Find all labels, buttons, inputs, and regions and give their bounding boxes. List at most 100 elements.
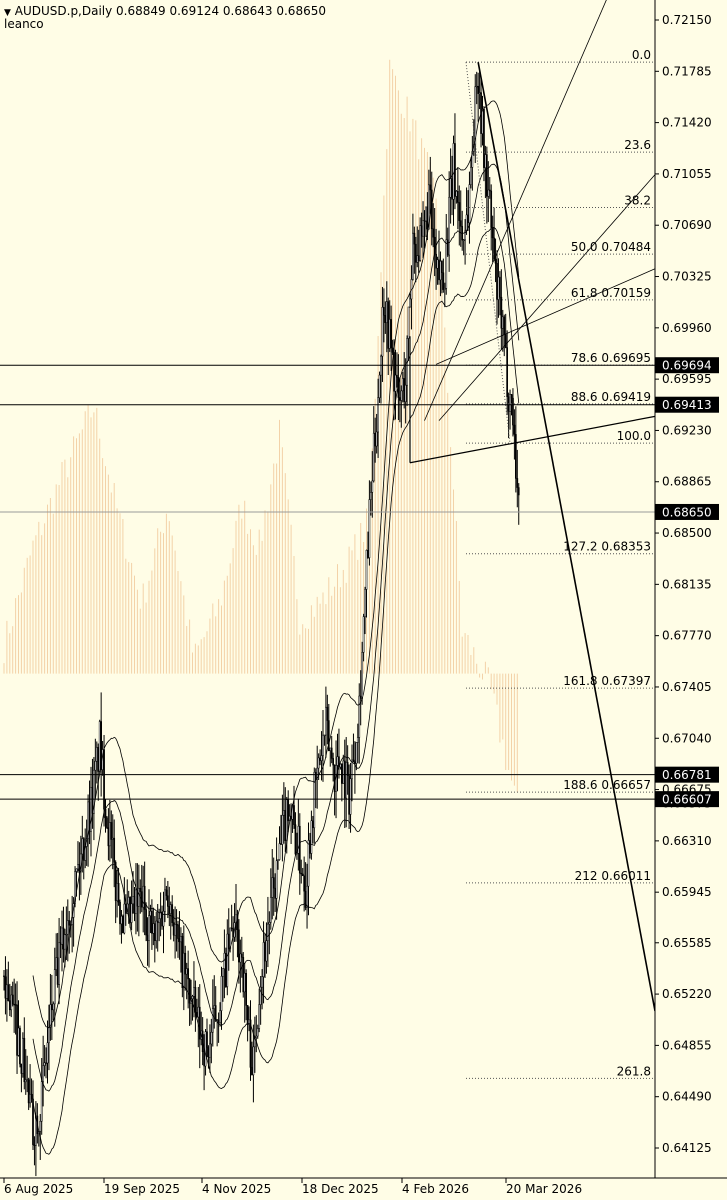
candle-body xyxy=(98,721,101,772)
date-tick-label: 18 Dec 2025 xyxy=(302,1182,379,1196)
candle-body xyxy=(345,762,348,799)
candle-body xyxy=(248,1019,250,1025)
upper-band-line xyxy=(32,100,520,1029)
candle-body xyxy=(180,935,182,943)
candle-body xyxy=(214,1005,217,1021)
candle-body xyxy=(343,760,346,799)
candle-body xyxy=(59,942,62,945)
candle-body xyxy=(130,903,133,923)
candle-body xyxy=(404,384,407,402)
triangle-down-icon[interactable]: ▼ xyxy=(4,8,11,18)
candle-body xyxy=(422,220,424,237)
candle-body xyxy=(365,549,368,590)
candle-body xyxy=(198,1006,201,1040)
candle-body xyxy=(267,923,269,941)
candle-body xyxy=(133,895,136,914)
horizontal-levels[interactable] xyxy=(0,364,655,800)
candle-body xyxy=(32,1098,34,1145)
candle-body xyxy=(8,1000,11,1011)
price-tick-label: 0.64490 xyxy=(662,1090,712,1104)
candle-body xyxy=(515,434,517,479)
candle-body xyxy=(175,924,178,926)
candle-body xyxy=(383,307,385,316)
candle-body xyxy=(181,935,184,988)
candle-body xyxy=(428,184,430,230)
candle-body xyxy=(377,397,379,433)
candle-body xyxy=(439,261,442,281)
candle-body xyxy=(297,825,300,854)
candle-body xyxy=(467,214,469,224)
candle-body xyxy=(220,976,223,1011)
candle-body xyxy=(206,1031,208,1048)
candle-body xyxy=(512,397,514,426)
candle-body xyxy=(455,191,458,197)
time-axis[interactable]: 6 Aug 2025 19 Sep 2025 4 Nov 2025 18 Dec 20… xyxy=(3,1178,582,1196)
candle-body xyxy=(135,889,137,914)
candle-body xyxy=(414,243,417,263)
candle-body xyxy=(213,1005,216,1009)
candle-body xyxy=(487,189,490,197)
candle-body xyxy=(16,1004,18,1056)
candle-body xyxy=(191,996,194,999)
candle-body xyxy=(22,1037,24,1074)
candle-body xyxy=(359,695,362,699)
candle-body xyxy=(419,225,421,261)
candle-body xyxy=(449,178,452,198)
candle-body xyxy=(349,778,352,815)
candle-body xyxy=(97,747,100,772)
candle-body xyxy=(287,799,290,822)
candle-body xyxy=(293,805,295,825)
candle-body xyxy=(426,206,429,230)
candle-body xyxy=(474,86,477,145)
candle-body xyxy=(312,820,314,829)
candle-body xyxy=(109,822,111,847)
candle-body xyxy=(100,721,103,770)
date-tick-label: 6 Aug 2025 xyxy=(4,1182,73,1196)
candle-body xyxy=(358,695,361,738)
candle-body xyxy=(262,942,265,977)
candle-body xyxy=(364,589,366,617)
candle-body xyxy=(246,1005,249,1025)
candle-body xyxy=(146,934,149,941)
candle-body xyxy=(269,897,272,923)
candle-body xyxy=(490,190,493,228)
candle-body xyxy=(217,1019,220,1023)
candle-body xyxy=(13,1003,16,1006)
candle-body xyxy=(159,911,162,919)
candle-body xyxy=(378,374,381,398)
candle-body xyxy=(252,1046,255,1076)
candle-body xyxy=(339,763,342,768)
candle-body xyxy=(66,920,69,935)
candle-body xyxy=(320,755,323,761)
candle-body xyxy=(341,763,343,784)
candle-body xyxy=(309,840,311,854)
candle-body xyxy=(226,933,229,987)
candle-body xyxy=(177,924,179,939)
candle-body xyxy=(280,843,282,845)
candle-body xyxy=(162,911,165,927)
fib-level-label: 188.6 0.66657 xyxy=(563,778,651,792)
candle-body xyxy=(298,825,301,874)
candle-body xyxy=(351,759,353,780)
fib-level-label: 212 0.66011 xyxy=(575,869,651,883)
candle-body xyxy=(33,1144,36,1146)
candle-body xyxy=(494,258,497,264)
candle-body xyxy=(387,301,390,349)
candle-body xyxy=(209,1043,211,1058)
candle-body xyxy=(4,976,7,999)
candle-body xyxy=(194,987,197,1013)
candle-body xyxy=(436,259,439,269)
candle-body xyxy=(49,1004,52,1028)
price-tick-label: 0.67770 xyxy=(662,629,712,643)
candle-body xyxy=(493,237,495,260)
candle-body xyxy=(429,184,432,191)
candle-body xyxy=(29,1093,31,1104)
price-level-box-label: 0.69413 xyxy=(662,398,712,412)
candle-body xyxy=(165,889,168,896)
candle-body xyxy=(306,885,308,908)
candle-body xyxy=(123,903,126,934)
candle-body xyxy=(40,1081,43,1122)
trend-lines[interactable] xyxy=(409,0,656,1012)
candle-body xyxy=(53,969,56,1005)
